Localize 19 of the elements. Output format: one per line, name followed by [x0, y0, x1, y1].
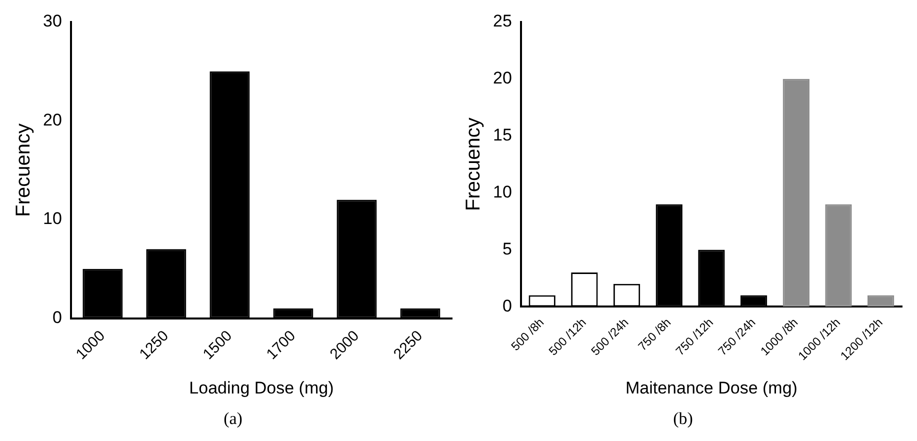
y-tick-label: 20	[492, 68, 512, 88]
y-tick-label: 25	[492, 12, 512, 31]
y-axis-title: Frecuency	[12, 123, 35, 217]
y-tick-label: 10	[42, 209, 62, 228]
y-tick-label: 0	[502, 296, 512, 316]
text: (b)	[672, 409, 694, 429]
text: (a)	[222, 409, 244, 429]
y-tick-label: 5	[502, 239, 512, 258]
x-axis-title: Loading Dose (mg)	[189, 378, 334, 398]
y-tick-label: 10	[492, 182, 512, 202]
y-tick-label: 20	[42, 110, 62, 130]
x-tick-label: 750 /8h	[635, 315, 674, 354]
x-tick-label: 500 /8h	[508, 315, 547, 354]
x-axis-title: Maitenance Dose (mg)	[625, 378, 798, 398]
y-tick-label: 15	[492, 126, 512, 145]
y-tick-label: 30	[42, 12, 62, 31]
y-tick-label: 0	[52, 308, 62, 327]
y-axis-title: Frecuency	[462, 118, 485, 212]
x-tick-label: 500 /12h	[546, 315, 589, 358]
